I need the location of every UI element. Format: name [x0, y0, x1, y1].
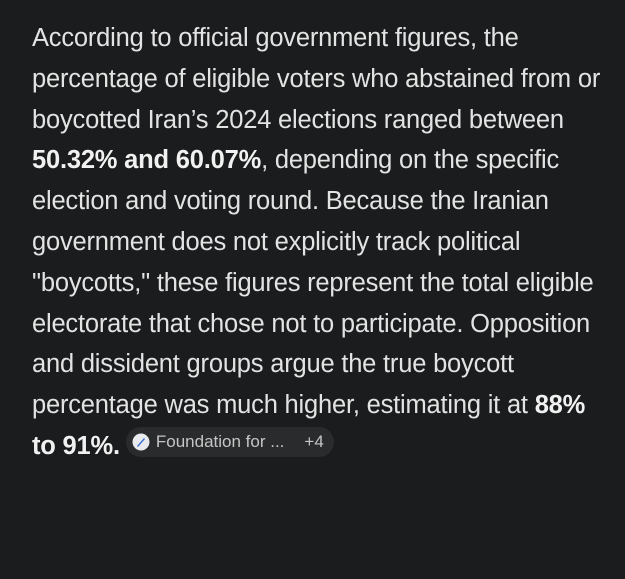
bold-text: 50.32% and 60.07%	[32, 146, 262, 175]
citation-chip[interactable]: Foundation for ... +4	[125, 426, 334, 457]
source-icon	[132, 433, 150, 451]
text-span: According to official government figures…	[32, 24, 601, 134]
citation-source: Foundation for ...	[155, 431, 285, 451]
bold-text: 88% to 91%.	[32, 391, 586, 460]
response-text: According to official government figures…	[32, 18, 602, 467]
citation-more: +4	[304, 431, 324, 451]
text-span: , depending on the specific election and…	[32, 146, 594, 420]
